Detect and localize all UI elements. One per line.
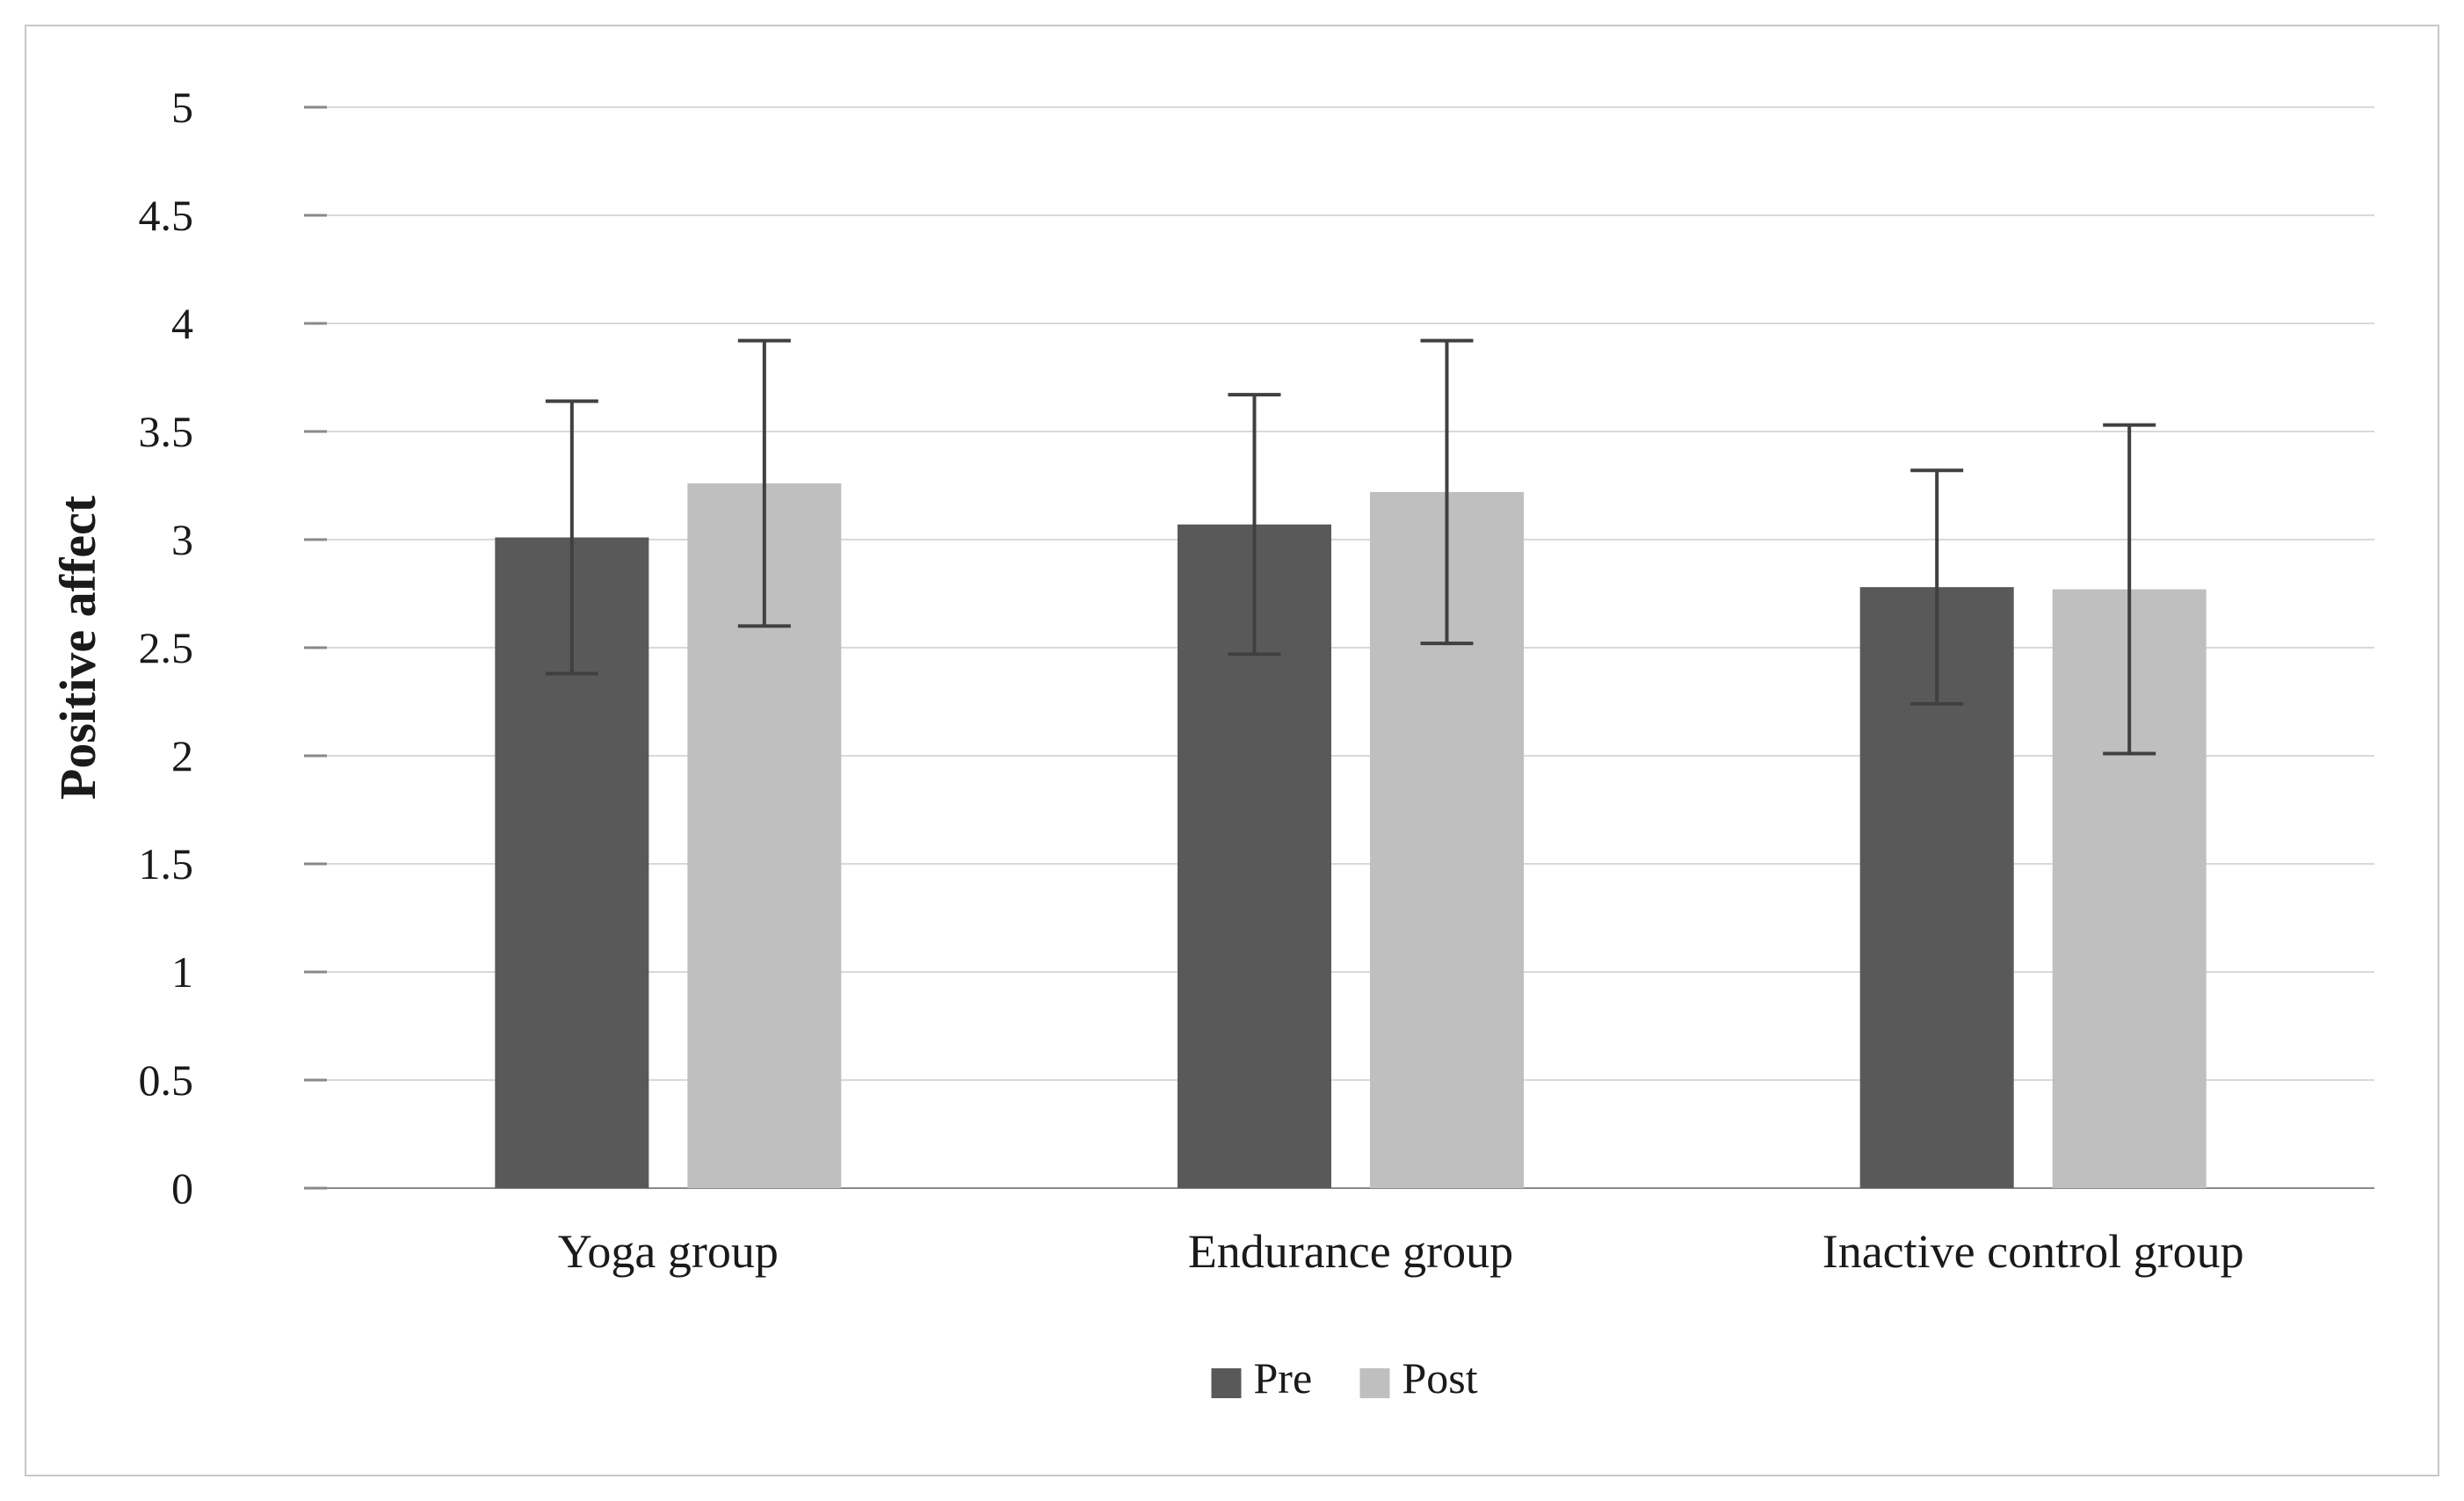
y-tick-label: 1 [171,947,193,997]
category-label: Inactive control group [1823,1225,2244,1278]
bar-chart-canvas: 0 0.5 1 1.5 2 2.5 3 3.5 4 4.5 5 Yoga group Endurance… [49,83,2374,1403]
legend-swatch-pre [1211,1368,1242,1398]
y-tick-label: 1.5 [139,839,194,888]
y-tick-label: 5 [171,83,193,132]
legend-swatch-post [1359,1368,1390,1398]
y-tick-label: 0.5 [139,1055,194,1105]
y-tick-label: 2 [171,731,193,780]
y-tick-label: 4 [171,299,193,348]
legend-label-post: Post [1402,1353,1478,1403]
legend-label-pre: Pre [1254,1353,1313,1403]
y-tick-label: 0 [171,1164,193,1213]
figure-frame: 0 0.5 1 1.5 2 2.5 3 3.5 4 4.5 5 Yoga group Endurance… [25,25,2439,1476]
category-label: Yoga group [558,1225,779,1278]
y-tick-label: 4.5 [139,191,194,240]
y-tick-label: 3 [171,515,193,564]
y-tick-label: 2.5 [139,623,194,672]
category-label: Endurance group [1188,1225,1513,1278]
y-tick-label: 3.5 [139,407,194,456]
y-axis-title: Positive affect [49,495,106,800]
